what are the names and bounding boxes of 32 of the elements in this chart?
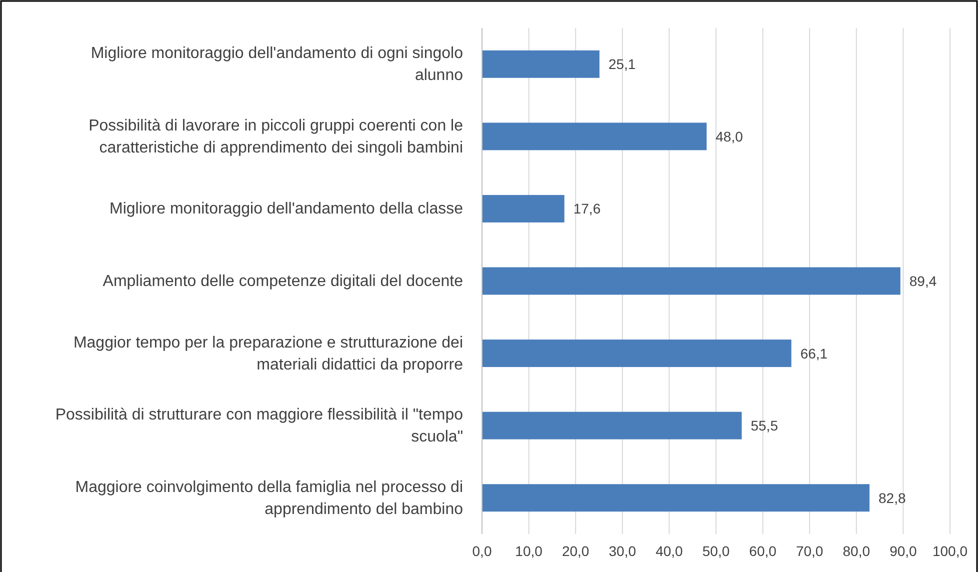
x-tick-label: 90,0 (890, 543, 918, 559)
bar (482, 484, 870, 512)
bar (482, 122, 707, 150)
bar (482, 412, 742, 440)
y-tick-label: Possibilità di strutturare con maggiore flessibilità il "tempo scuola" (55, 406, 464, 446)
bar (482, 267, 900, 295)
x-tick-label: 80,0 (842, 543, 870, 559)
data-label: 55,5 (750, 418, 778, 434)
bar (482, 340, 792, 368)
x-tick-label: 20,0 (562, 543, 590, 559)
bar (482, 194, 564, 222)
bar (482, 50, 600, 78)
x-tick-label: 0,0 (472, 543, 492, 559)
x-tick-label: 60,0 (749, 543, 777, 559)
y-tick-label: Ampliamento delle competenze digitali del docente (102, 272, 464, 290)
x-tick-label: 70,0 (796, 543, 824, 559)
x-tick-label: 10,0 (515, 543, 543, 559)
data-label: 17,6 (573, 200, 601, 217)
y-tick-label: Maggior tempo per la preparazione e strutturazione dei materiali didattici da proporre (73, 334, 464, 373)
y-tick-label: Migliore monitoraggio dell'andamento di ogni singolo alunno (90, 44, 464, 84)
data-label: 48,0 (716, 128, 744, 144)
y-tick-label: Maggiore coinvolgimento della famiglia nel processo di apprendimento del bambino (75, 478, 464, 518)
x-tick-label: 40,0 (656, 543, 684, 559)
data-label: 82,8 (878, 490, 906, 506)
x-tick-label: 30,0 (608, 543, 636, 559)
y-tick-label: Migliore monitoraggio dell'andamento della classe (110, 200, 464, 218)
x-tick-label: 100,0 (932, 543, 968, 559)
x-tick-label: 50,0 (702, 543, 730, 559)
data-label: 25,1 (608, 56, 636, 72)
data-label: 89,4 (909, 273, 937, 289)
y-tick-label: Possibilità di lavorare in piccoli gruppi coerenti con le caratteristiche di apprendimento dei singoli bambini (88, 116, 464, 156)
data-label: 66,1 (800, 345, 828, 362)
